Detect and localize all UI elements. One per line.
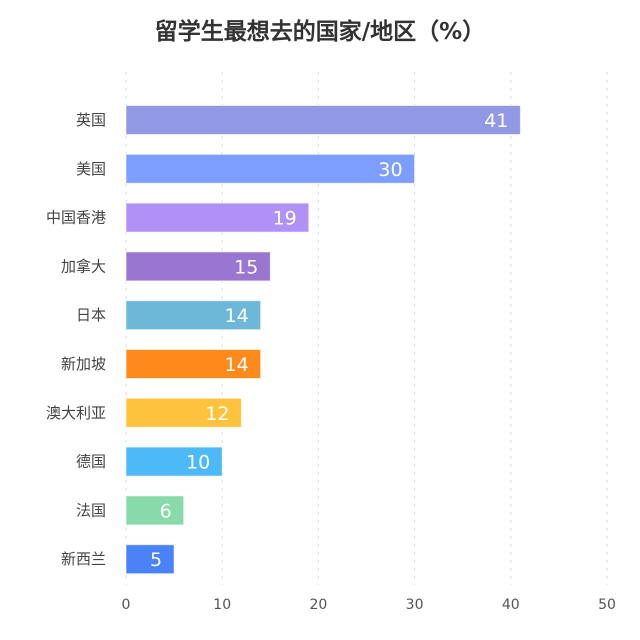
bar xyxy=(125,105,521,135)
data-label: 41 xyxy=(484,110,508,132)
y-category-label: 法国 xyxy=(76,501,106,519)
y-category-label: 英国 xyxy=(76,111,106,129)
y-category-label: 美国 xyxy=(76,160,106,178)
x-tick-label: 20 xyxy=(309,597,327,613)
bar xyxy=(125,300,262,331)
y-category-label: 德国 xyxy=(76,453,106,471)
bar xyxy=(125,153,416,184)
x-tick-label: 40 xyxy=(502,597,520,613)
x-tick-label: 0 xyxy=(122,597,131,613)
data-label: 12 xyxy=(205,403,229,425)
y-category-label: 日本 xyxy=(76,306,106,324)
data-label: 6 xyxy=(160,500,172,522)
y-category-label: 中国香港 xyxy=(46,209,106,227)
data-label: 19 xyxy=(273,208,297,230)
x-tick-label: 10 xyxy=(213,597,231,613)
data-label: 5 xyxy=(150,549,162,571)
bar xyxy=(125,251,271,282)
y-category-label: 新加坡 xyxy=(61,355,106,373)
bar xyxy=(125,349,262,379)
bar xyxy=(125,202,310,233)
data-label: 30 xyxy=(378,159,402,181)
x-tick-label: 50 xyxy=(598,597,616,613)
y-category-label: 新西兰 xyxy=(61,550,106,568)
y-category-label: 加拿大 xyxy=(61,257,106,275)
data-label: 15 xyxy=(234,256,258,278)
bar xyxy=(125,544,175,575)
data-label: 14 xyxy=(224,305,248,327)
y-category-label: 澳大利亚 xyxy=(46,404,106,422)
bar xyxy=(125,446,223,477)
x-tick-label: 30 xyxy=(406,597,424,613)
data-label: 10 xyxy=(186,452,210,474)
chart-title: 留学生最想去的国家/地区（%） xyxy=(154,19,486,45)
bar xyxy=(125,495,185,526)
bar xyxy=(125,397,242,428)
data-label: 14 xyxy=(224,354,248,376)
